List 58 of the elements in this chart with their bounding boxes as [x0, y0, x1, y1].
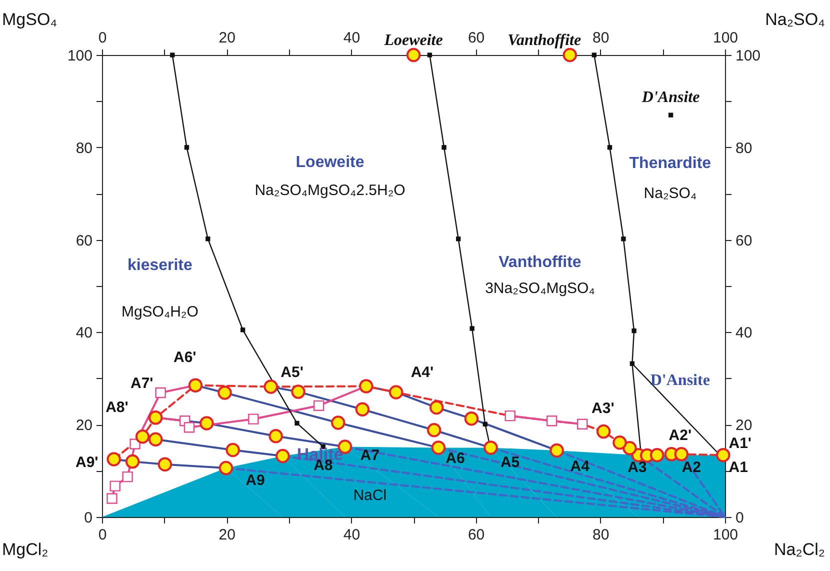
y2-tick-label: 60 [736, 232, 752, 250]
text: A9' [76, 454, 98, 472]
annotation: A6 [446, 450, 465, 467]
annotation: Thenardite [629, 155, 712, 172]
text: MgCl₂ [2, 540, 48, 559]
x-tick-label: 20 [218, 526, 236, 544]
y2-tick-label: 20 [736, 417, 752, 434]
text: Loeweite [383, 32, 443, 50]
x-tick-label: 60 [468, 526, 485, 544]
x-tick-label: 100 [712, 526, 738, 544]
annotation: NaCl [353, 486, 387, 504]
y-tick-label: 20 [76, 417, 92, 434]
x2-tick-label: 0 [98, 30, 107, 46]
annotation: A7' [130, 375, 154, 392]
y-axis-title: MgSO₄ [2, 10, 58, 29]
annotation: MgSO₄H₂O [121, 303, 198, 320]
annotation: D'Ansite [640, 89, 700, 106]
annotation: A9 [246, 472, 265, 490]
annotation: A5 [500, 454, 520, 472]
annotation: A3' [592, 400, 614, 417]
y-tick-label: 100 [67, 48, 92, 64]
x2-tick-label: 40 [343, 30, 360, 46]
annotation: A5' [280, 364, 304, 381]
x2-tick-label: 60 [468, 30, 485, 46]
annotation: Vanthoffite [498, 254, 582, 271]
annotation: A4' [410, 364, 434, 381]
y2-tick-label: 80 [736, 140, 752, 157]
y-tick-label: 60 [76, 232, 92, 250]
annotation: A4 [570, 458, 590, 476]
x-tick-label: 0 [98, 526, 107, 544]
x2-tick-label: 80 [592, 30, 610, 46]
annotation: A8' [106, 399, 128, 416]
annotation: kieserite [127, 257, 193, 274]
annotation: Na₂SO₄MgSO₄2.5H₂O [254, 182, 406, 199]
x2-tick-label: 100 [712, 30, 738, 46]
y-tick-label: 40 [76, 324, 92, 342]
annotation: D'Ansite [650, 372, 710, 389]
x2-tick-label: 20 [218, 30, 236, 46]
y-tick-label: 0 [84, 510, 92, 526]
annotation: 3Na₂SO₄MgSO₄ [485, 280, 595, 297]
y2-tick-label: 100 [736, 48, 761, 64]
x-tick-label: 40 [343, 526, 360, 544]
annotation: A7 [360, 447, 380, 464]
y-tick-label: 80 [76, 140, 92, 157]
y2-tick-label: 40 [736, 324, 752, 342]
annotation: A2' [668, 427, 692, 444]
annotation: Na₂SO₄ [644, 185, 697, 202]
x-tick-label: 80 [592, 526, 610, 544]
annotation: A2 [682, 459, 701, 476]
annotation: Loeweite [296, 154, 364, 172]
annotation: A6' [173, 349, 196, 366]
y2-tick-label: 0 [736, 510, 744, 526]
y2-axis-title: Na₂SO₄ [765, 10, 826, 29]
text: A1' [728, 435, 752, 452]
text: A1 [728, 459, 748, 476]
annotation: A3 [628, 459, 647, 476]
x-axis-title: Na₂Cl₂ [774, 540, 825, 559]
text: Vanthoffite [508, 32, 582, 50]
